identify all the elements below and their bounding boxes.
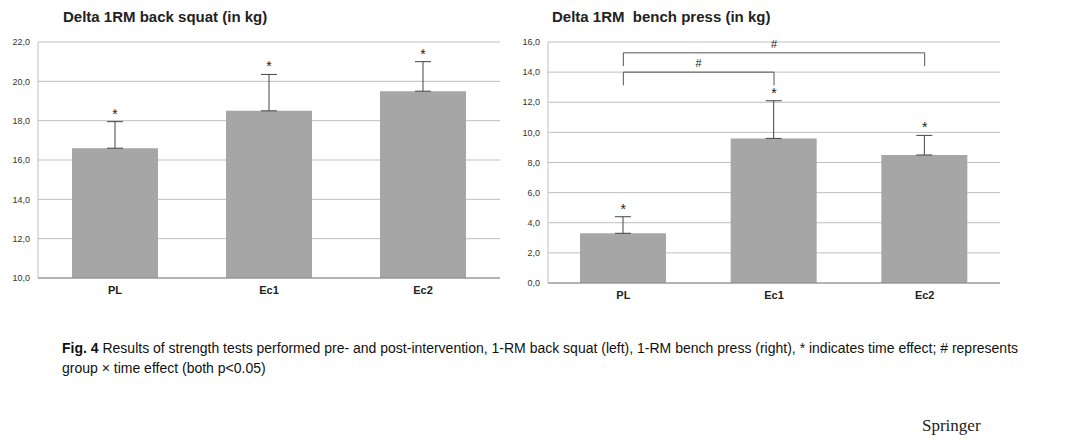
svg-text:*: *	[112, 106, 118, 122]
svg-text:16,0: 16,0	[12, 155, 30, 165]
svg-text:14,0: 14,0	[12, 195, 30, 205]
svg-text:*: *	[771, 85, 777, 101]
svg-text:6,0: 6,0	[527, 188, 540, 198]
svg-text:16,0: 16,0	[522, 37, 540, 47]
svg-text:4,0: 4,0	[527, 218, 540, 228]
svg-text:#: #	[696, 57, 703, 69]
svg-text:18,0: 18,0	[12, 116, 30, 126]
svg-text:22,0: 22,0	[12, 37, 30, 47]
svg-text:*: *	[420, 46, 426, 62]
svg-text:20,0: 20,0	[12, 77, 30, 87]
svg-text:12,0: 12,0	[522, 97, 540, 107]
svg-text:PL: PL	[616, 289, 630, 301]
html-text:Delta 1RM back squat (in kg): Delta 1RM back squat (in kg)	[63, 8, 268, 25]
svg-text:14,0: 14,0	[522, 67, 540, 77]
svg-text:Ec1: Ec1	[259, 284, 279, 296]
svg-text:10,0: 10,0	[12, 273, 30, 283]
svg-text:PL: PL	[108, 284, 122, 296]
svg-text:12,0: 12,0	[12, 234, 30, 244]
svg-text:Ec1: Ec1	[764, 289, 784, 301]
svg-text:#: #	[771, 38, 778, 50]
svg-text:Ec2: Ec2	[413, 284, 433, 296]
svg-text:*: *	[266, 58, 272, 74]
svg-text:*: *	[922, 119, 928, 135]
html-text:Delta 1RM bench press (in kg): Delta 1RM bench press (in kg)	[552, 8, 771, 25]
svg-text:Ec2: Ec2	[915, 289, 935, 301]
html-text:Fig. 4 Results of strength tes: Fig. 4 Results of strength tests perform…	[62, 340, 1018, 376]
svg-text:0,0: 0,0	[527, 278, 540, 288]
svg-text:10,0: 10,0	[522, 128, 540, 138]
svg-text:*: *	[621, 201, 627, 217]
svg-text:8,0: 8,0	[527, 158, 540, 168]
svg-text:2,0: 2,0	[527, 248, 540, 258]
html-text:Springer: Springer	[922, 416, 981, 435]
